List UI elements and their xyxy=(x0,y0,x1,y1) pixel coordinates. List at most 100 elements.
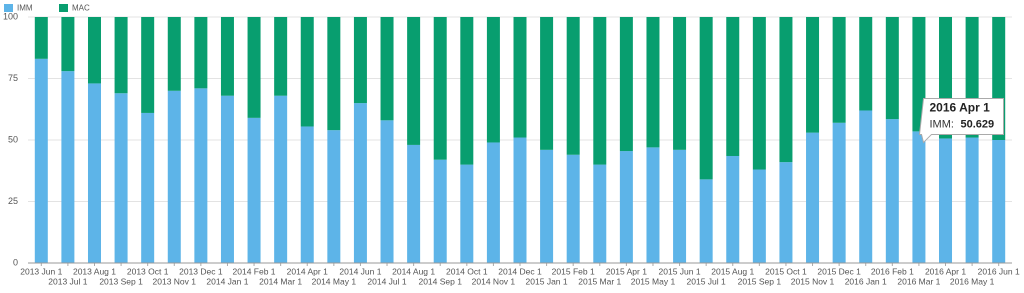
bar-segment xyxy=(353,17,367,104)
bar-segment xyxy=(912,131,926,263)
bar-segment xyxy=(87,17,101,84)
x-tick-label: 2014 Sep 1 xyxy=(418,276,462,286)
bar-segment xyxy=(486,17,500,143)
x-tick-label: 2015 Jul 1 xyxy=(687,276,726,286)
bar-segment xyxy=(87,83,101,263)
bar-segment xyxy=(167,17,181,91)
bar-segment xyxy=(220,95,234,263)
bar-segment xyxy=(274,17,288,96)
bar-segment xyxy=(619,151,633,263)
tooltip-box xyxy=(918,97,1005,144)
bar-segment xyxy=(407,17,421,145)
bar-segment xyxy=(380,17,394,121)
bar-segment xyxy=(114,17,128,94)
bar-segment xyxy=(247,17,261,118)
bar-segment xyxy=(726,155,740,263)
x-tick-label: 2013 Jun 1 xyxy=(20,266,62,276)
bar-segment xyxy=(885,17,899,120)
y-tick-label: 0 xyxy=(13,257,18,267)
bar-segment xyxy=(513,17,527,138)
bar-segment xyxy=(912,17,926,132)
x-tick-label: 2013 Dec 1 xyxy=(179,266,223,276)
bar-segment xyxy=(141,112,155,263)
bar-segment xyxy=(673,17,687,150)
bar-segment xyxy=(433,159,447,263)
x-tick-label: 2013 Jul 1 xyxy=(48,276,87,286)
x-tick-label: 2015 Feb 1 xyxy=(552,266,595,276)
bar-segment xyxy=(247,117,261,263)
x-tick-label: 2014 Feb 1 xyxy=(233,266,276,276)
bar-segment xyxy=(274,95,288,263)
bar-segment xyxy=(779,17,793,163)
bar-segment xyxy=(699,179,713,263)
bar-segment xyxy=(566,154,580,263)
x-tick-label: 2015 Sep 1 xyxy=(738,276,782,286)
x-tick-label: 2014 Mar 1 xyxy=(259,276,302,286)
bar-segment xyxy=(114,93,128,263)
x-tick-label: 2016 Feb 1 xyxy=(871,266,914,276)
bar-segment xyxy=(194,17,208,89)
y-tick-label: 50 xyxy=(8,134,18,144)
tooltip-title: 2016 Apr 1 xyxy=(930,101,991,115)
x-tick-label: 2014 Oct 1 xyxy=(446,266,488,276)
x-tick-label: 2015 Oct 1 xyxy=(765,266,807,276)
bar-segment xyxy=(885,119,899,263)
x-tick-label: 2014 May 1 xyxy=(312,276,357,286)
bar-segment xyxy=(779,162,793,263)
bar-segment xyxy=(939,138,953,263)
x-tick-label: 2014 Apr 1 xyxy=(287,266,328,276)
bar-segment xyxy=(699,17,713,180)
x-tick-label: 2014 Jun 1 xyxy=(339,266,381,276)
legend-swatch xyxy=(59,4,68,12)
bar-segment xyxy=(806,132,820,263)
bar-segment xyxy=(619,17,633,152)
y-tick-label: 100 xyxy=(3,11,18,21)
bar-segment xyxy=(353,103,367,263)
bar-segment xyxy=(327,17,341,131)
bar-segment xyxy=(194,88,208,263)
x-tick-label: 2015 Mar 1 xyxy=(578,276,621,286)
x-tick-label: 2015 Jan 1 xyxy=(526,276,568,286)
x-tick-label: 2015 Jun 1 xyxy=(659,266,701,276)
bar-segment xyxy=(300,17,314,127)
x-tick-label: 2013 Oct 1 xyxy=(127,266,169,276)
tooltip-label: IMM: xyxy=(930,118,954,130)
bar-segment xyxy=(540,17,554,150)
x-tick-label: 2016 Apr 1 xyxy=(925,266,966,276)
legend-label: IMM xyxy=(17,4,33,13)
bar-segment xyxy=(752,17,766,170)
bar-segment xyxy=(593,17,607,165)
x-tick-label: 2014 Nov 1 xyxy=(472,276,516,286)
bar-segment xyxy=(752,169,766,263)
bar-segment xyxy=(220,17,234,96)
bar-segment xyxy=(486,142,500,263)
bar-segment xyxy=(34,17,48,59)
x-tick-label: 2015 Dec 1 xyxy=(817,266,861,276)
x-tick-label: 2016 Jan 1 xyxy=(845,276,887,286)
bar-segment xyxy=(433,17,447,160)
bar-segment xyxy=(832,17,846,123)
bar-segment xyxy=(407,144,421,263)
x-tick-label: 2015 Aug 1 xyxy=(711,266,754,276)
tooltip: 2016 Apr 1 IMM: 50.629 xyxy=(918,97,1005,144)
bar-segment xyxy=(992,140,1006,263)
bar-segment xyxy=(726,17,740,156)
bar-segment xyxy=(566,17,580,155)
bar-segment xyxy=(593,164,607,263)
x-tick-label: 2016 Jun 1 xyxy=(978,266,1020,276)
bar-segment xyxy=(646,17,660,148)
tooltip-value: 50.629 xyxy=(961,118,995,130)
x-tick-label: 2013 Sep 1 xyxy=(99,276,143,286)
bar-segment xyxy=(513,137,527,263)
y-tick-label: 75 xyxy=(8,73,18,83)
bar-segment xyxy=(673,149,687,263)
bar-segment xyxy=(34,58,48,263)
bar-segment xyxy=(540,149,554,263)
bar-segment xyxy=(859,17,873,111)
x-tick-label: 2015 Nov 1 xyxy=(791,276,835,286)
x-tick-label: 2016 Mar 1 xyxy=(897,276,940,286)
bar-segment xyxy=(806,17,820,133)
bar-segment xyxy=(859,110,873,263)
x-tick-label: 2016 May 1 xyxy=(950,276,995,286)
